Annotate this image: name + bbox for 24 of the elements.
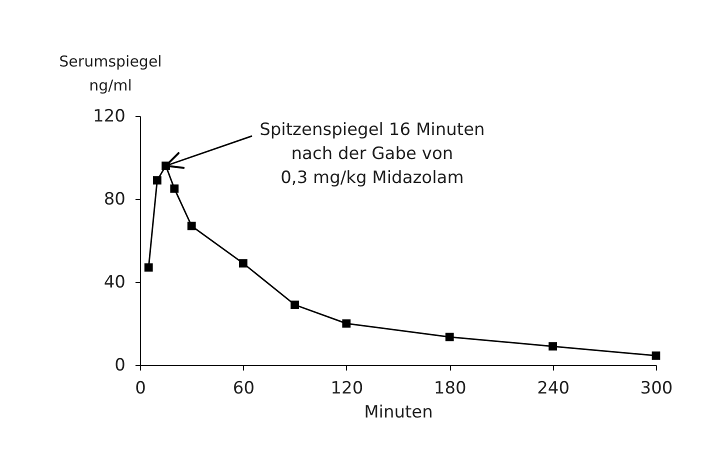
y-tick-label: 120 bbox=[93, 106, 126, 126]
annotation: Spitzenspiegel 16 Minuten nach der Gabe von 0,3 mg/kg Midazolam bbox=[260, 120, 485, 188]
point bbox=[290, 300, 299, 310]
x-tick-label: 0 bbox=[135, 378, 146, 398]
point bbox=[445, 332, 454, 342]
x-tick-label: 120 bbox=[330, 378, 364, 398]
y-tick-label: 0 bbox=[114, 356, 126, 376]
point bbox=[170, 184, 179, 193]
x-tick-label: 240 bbox=[537, 378, 570, 398]
point bbox=[342, 319, 351, 328]
point bbox=[162, 162, 170, 170]
x-tick-label: 180 bbox=[434, 378, 466, 398]
x-axis-title: Minuten bbox=[364, 402, 433, 422]
point bbox=[187, 222, 196, 230]
x-tick-label: 300 bbox=[640, 378, 673, 398]
x-tick-label: 60 bbox=[232, 378, 255, 398]
point bbox=[652, 351, 660, 360]
y-axis-title: Serumspiegel ng/ml bbox=[59, 52, 162, 94]
point bbox=[153, 176, 162, 185]
y-tick-label: 80 bbox=[104, 190, 126, 210]
point bbox=[239, 259, 248, 268]
point bbox=[548, 342, 557, 351]
point bbox=[144, 263, 153, 272]
y-tick-label: 40 bbox=[104, 272, 126, 292]
